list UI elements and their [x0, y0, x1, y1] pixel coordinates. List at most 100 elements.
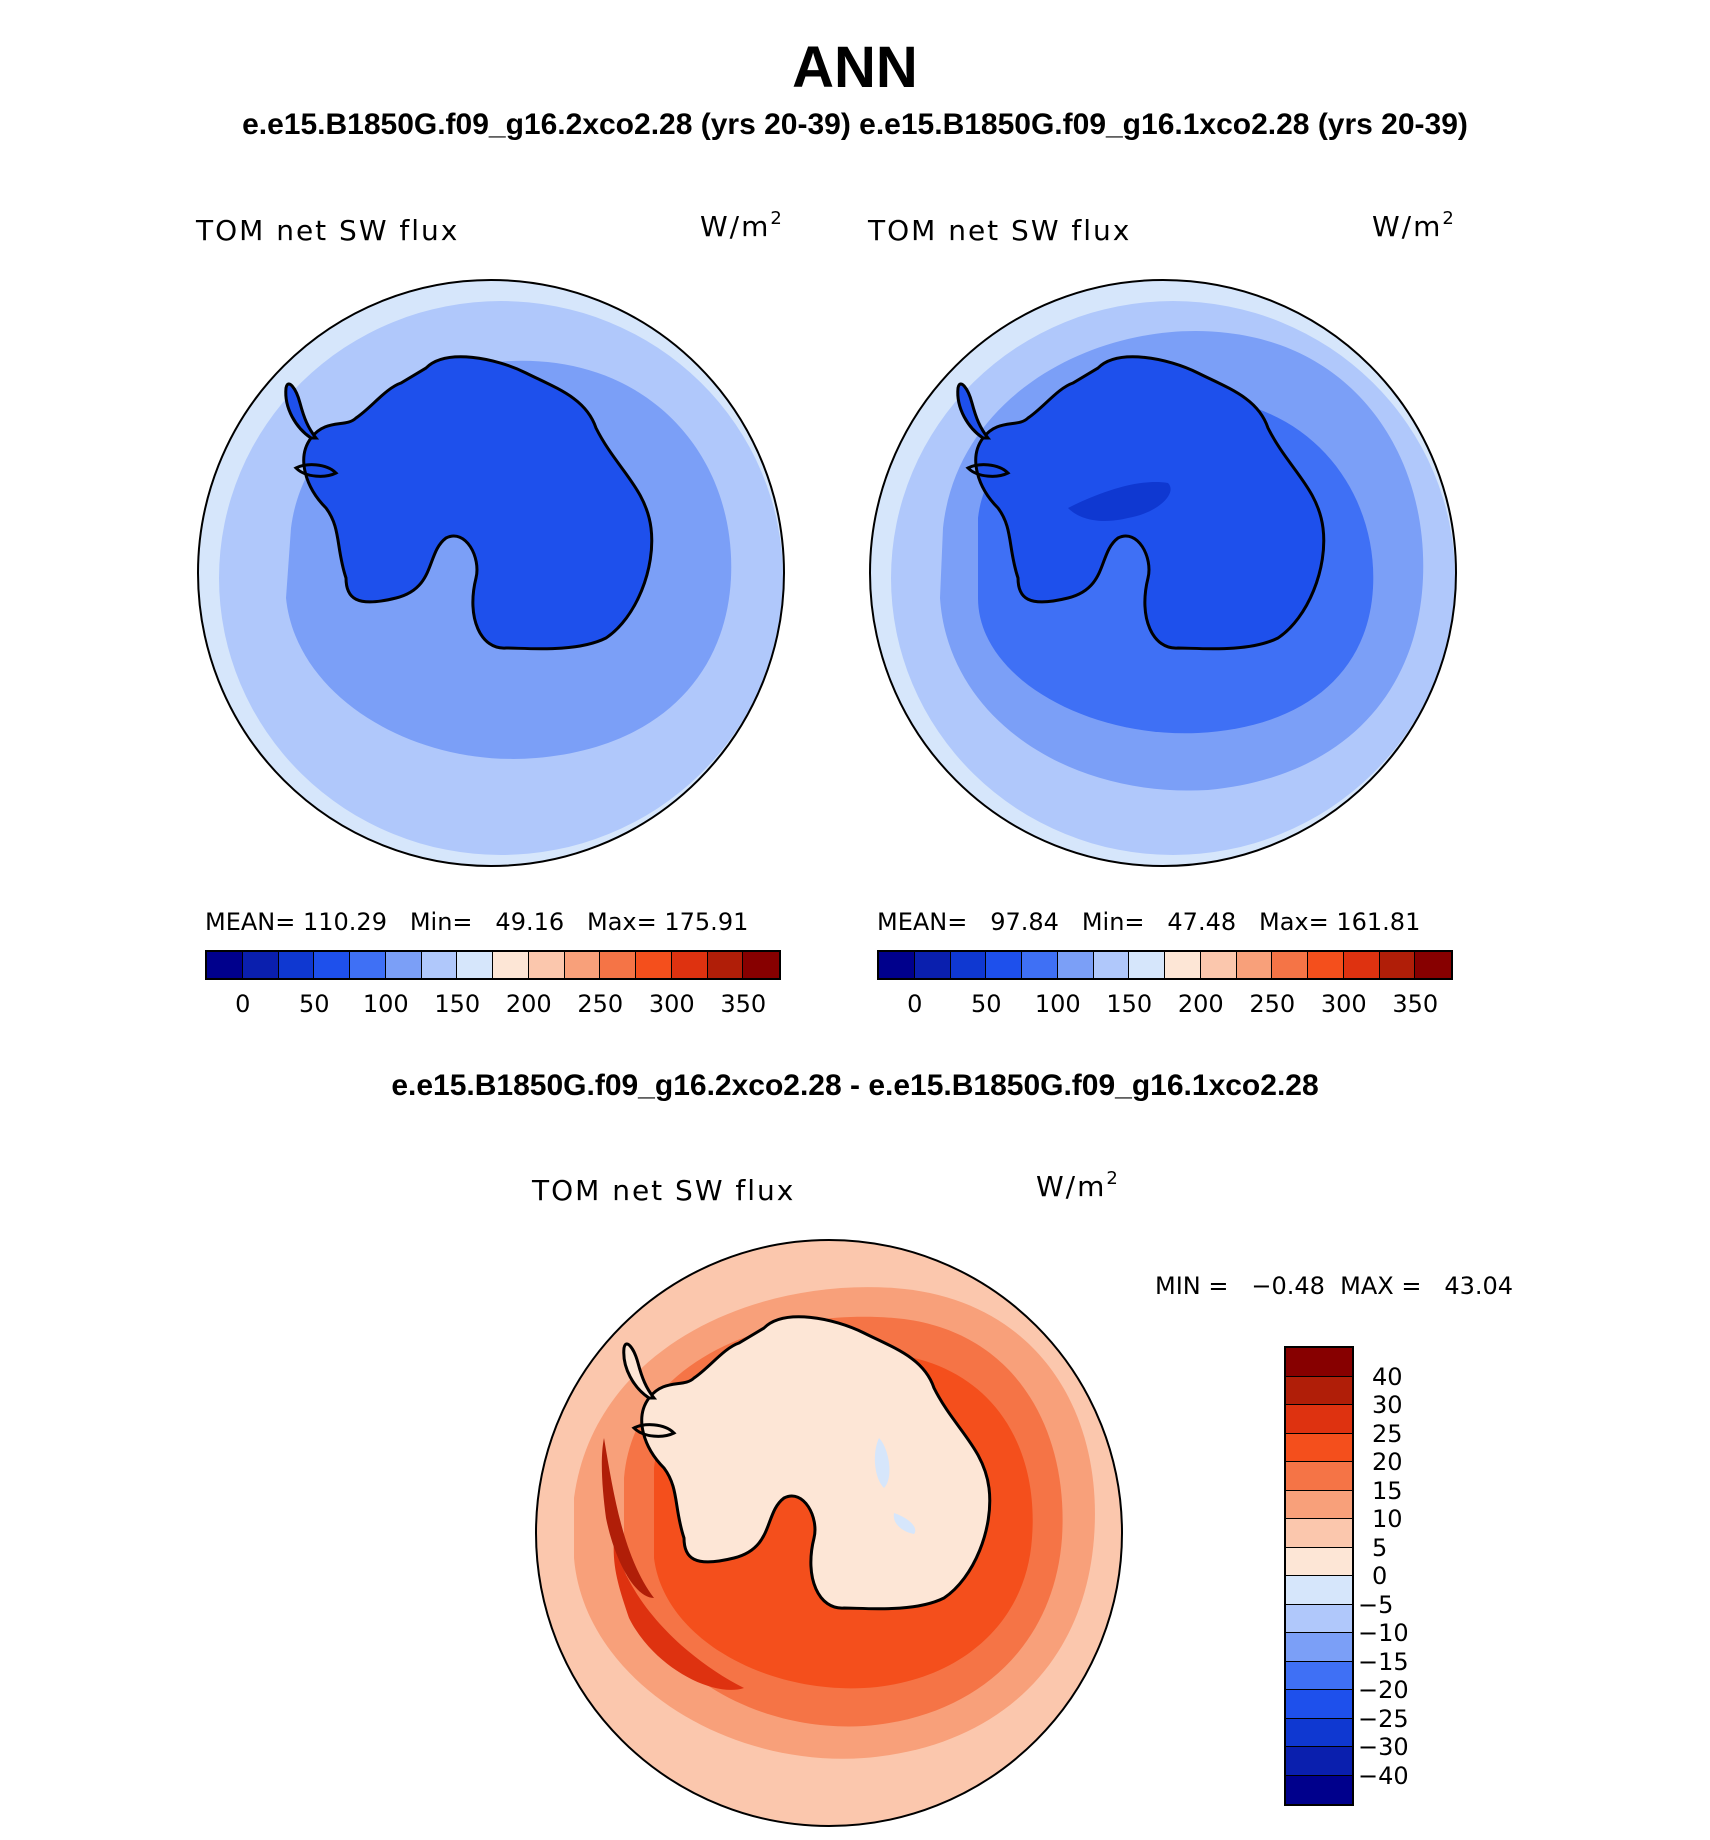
colorbar-box [1286, 1405, 1352, 1434]
colorbar-box [1343, 952, 1380, 978]
colorbar-box [1286, 1490, 1352, 1519]
colorbar-tick-label: 0 [1372, 1562, 1388, 1590]
colorbar-box [743, 952, 779, 978]
colorbar-box [242, 952, 279, 978]
colorbar-box [1129, 952, 1165, 978]
difference-title: e.e15.B1850G.f09_g16.2xco2.28 - e.e15.B1… [391, 1069, 1319, 1102]
diff-stats: MIN = −0.48 MAX = 43.04 [1155, 1272, 1514, 1300]
colorbar-box [457, 952, 493, 978]
colorbar-box [1286, 1547, 1352, 1576]
diff-colorbar [1284, 1346, 1354, 1806]
colorbar-box [1308, 952, 1344, 978]
colorbar-tick-label: 50 [298, 990, 330, 1018]
colorbar-box [986, 952, 1022, 978]
colorbar-box [600, 952, 636, 978]
panel2-stats: MEAN= 97.84 Min= 47.48 Max= 161.81 [877, 908, 1421, 936]
panel1-variable-label: TOM net SW flux [196, 214, 460, 247]
colorbar-tick-label: 300 [1320, 990, 1367, 1018]
colorbar-tick-label: 200 [1177, 990, 1224, 1018]
diff-antarctica-shape [640, 1315, 992, 1611]
colorbar-tick-label: −30 [1358, 1733, 1409, 1761]
colorbar-tick-label: 40 [1372, 1362, 1403, 1391]
colorbar-tick-label: 0 [235, 990, 251, 1018]
colorbar-tick-label: −10 [1358, 1619, 1409, 1647]
panel2-units-label: W/m2 [1372, 208, 1454, 243]
colorbar-tick-label: 50 [970, 990, 1002, 1018]
colorbar-tick-label: 300 [648, 990, 695, 1018]
colorbar-box [1286, 1433, 1352, 1462]
cases-subtitle: e.e15.B1850G.f09_g16.2xco2.28 (yrs 20-39… [242, 108, 1468, 141]
colorbar-box [1022, 952, 1058, 978]
colorbar-box [528, 952, 565, 978]
panel2-polar-map [869, 279, 1457, 867]
colorbar-box [350, 952, 386, 978]
colorbar-tick-label: 200 [505, 990, 552, 1018]
colorbar-tick-label: 250 [1249, 990, 1296, 1018]
panel1-antarctica-shape [302, 355, 654, 651]
colorbar-tick-label: 150 [434, 990, 481, 1018]
colorbar-box [1286, 1633, 1352, 1662]
colorbar-box [1286, 1661, 1352, 1690]
page-title: ANN [792, 35, 918, 100]
colorbar-tick-label: 25 [1372, 1419, 1403, 1448]
colorbar-box [879, 952, 915, 978]
colorbar-box [1236, 952, 1273, 978]
colorbar-box [1272, 952, 1308, 978]
colorbar-box [1286, 1519, 1352, 1548]
colorbar-box [1379, 952, 1416, 978]
colorbar-box [671, 952, 708, 978]
colorbar-tick-label: 250 [577, 990, 624, 1018]
panel1-polar-map [197, 279, 785, 867]
colorbar-box [385, 952, 422, 978]
colorbar-box [1200, 952, 1237, 978]
colorbar-box [207, 952, 243, 978]
colorbar-box [1286, 1604, 1352, 1633]
colorbar-box [1286, 1775, 1352, 1804]
diff-polar-map [535, 1239, 1123, 1827]
colorbar-box [421, 952, 458, 978]
colorbar-tick-label: −15 [1358, 1647, 1409, 1676]
colorbar-box [1286, 1690, 1352, 1719]
panel2-colorbar-ticks: 0 50 100 150 200 250 300 350 [0, 990, 1710, 1020]
colorbar-box [564, 952, 601, 978]
colorbar-tick-label: −25 [1358, 1704, 1409, 1733]
colorbar-tick-label: 100 [362, 990, 409, 1018]
colorbar-box [1057, 952, 1094, 978]
colorbar-box [1415, 952, 1451, 978]
diff-variable-label: TOM net SW flux [532, 1174, 796, 1207]
colorbar-box [950, 952, 987, 978]
colorbar-box [707, 952, 744, 978]
colorbar-box [314, 952, 350, 978]
colorbar-tick-label: 20 [1372, 1448, 1403, 1476]
colorbar-tick-label: 5 [1372, 1533, 1388, 1562]
colorbar-box [1286, 1462, 1352, 1491]
panel2-colorbar [877, 950, 1453, 980]
colorbar-box [1093, 952, 1130, 978]
colorbar-box [493, 952, 529, 978]
colorbar-tick-label: 350 [1392, 990, 1439, 1018]
colorbar-tick-label: 30 [1372, 1391, 1403, 1419]
colorbar-tick-label: 10 [1372, 1505, 1403, 1533]
colorbar-box [636, 952, 672, 978]
colorbar-tick-label: 100 [1034, 990, 1081, 1018]
colorbar-box [1165, 952, 1201, 978]
colorbar-tick-label: −40 [1358, 1761, 1409, 1790]
colorbar-tick-label: −5 [1358, 1590, 1394, 1619]
colorbar-box [1286, 1576, 1352, 1605]
colorbar-box [1286, 1747, 1352, 1776]
panel1-units-label: W/m2 [700, 208, 782, 243]
colorbar-tick-label: 350 [720, 990, 767, 1018]
colorbar-box [914, 952, 951, 978]
panel1-colorbar-ticks: 0 50 100 150 200 250 300 350 [0, 990, 1710, 1020]
colorbar-box [1286, 1718, 1352, 1747]
colorbar-box [1286, 1376, 1352, 1405]
panel2-variable-label: TOM net SW flux [868, 214, 1132, 247]
diff-units-label: W/m2 [1036, 1168, 1118, 1203]
colorbar-tick-label: 150 [1106, 990, 1153, 1018]
colorbar-tick-label: 15 [1372, 1476, 1403, 1505]
colorbar-box [1286, 1348, 1352, 1377]
panel1-colorbar [205, 950, 781, 980]
colorbar-box [278, 952, 315, 978]
panel1-stats: MEAN= 110.29 Min= 49.16 Max= 175.91 [205, 908, 749, 936]
colorbar-tick-label: −20 [1358, 1676, 1409, 1704]
